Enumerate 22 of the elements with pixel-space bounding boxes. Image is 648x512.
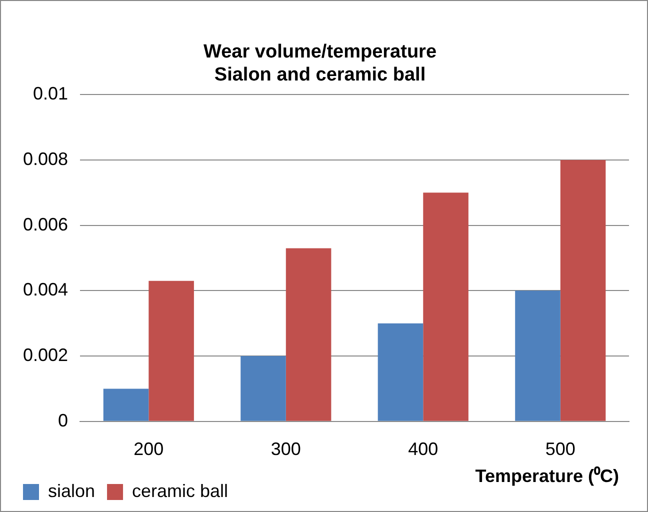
chart-title: Wear volume/temperature Sialon and ceramic ball	[203, 42, 437, 86]
legend-label: ceramic ball	[132, 480, 228, 501]
bar	[560, 160, 606, 421]
y-tick-label: 0.004	[22, 280, 68, 300]
y-tick-label: 0.008	[22, 148, 68, 169]
bar	[515, 290, 560, 421]
bar	[378, 323, 424, 421]
bar	[423, 192, 468, 421]
x-axis-title: Temperature (⁰C)	[475, 465, 619, 487]
bar	[148, 280, 194, 421]
x-tick-label: 300	[270, 439, 301, 460]
y-tick-label: 0	[58, 410, 68, 430]
bar	[240, 356, 286, 421]
y-tick-label: 0.006	[22, 214, 68, 234]
bar	[286, 248, 332, 421]
x-tick-label: 400	[408, 439, 438, 460]
y-tick-label: 0.01	[32, 84, 68, 104]
y-tick-label: 0.002	[22, 345, 68, 366]
x-tick-label: 500	[545, 439, 576, 460]
bar	[103, 388, 149, 421]
legend-label: sialon	[48, 480, 96, 501]
x-tick-label: 200	[134, 439, 164, 460]
